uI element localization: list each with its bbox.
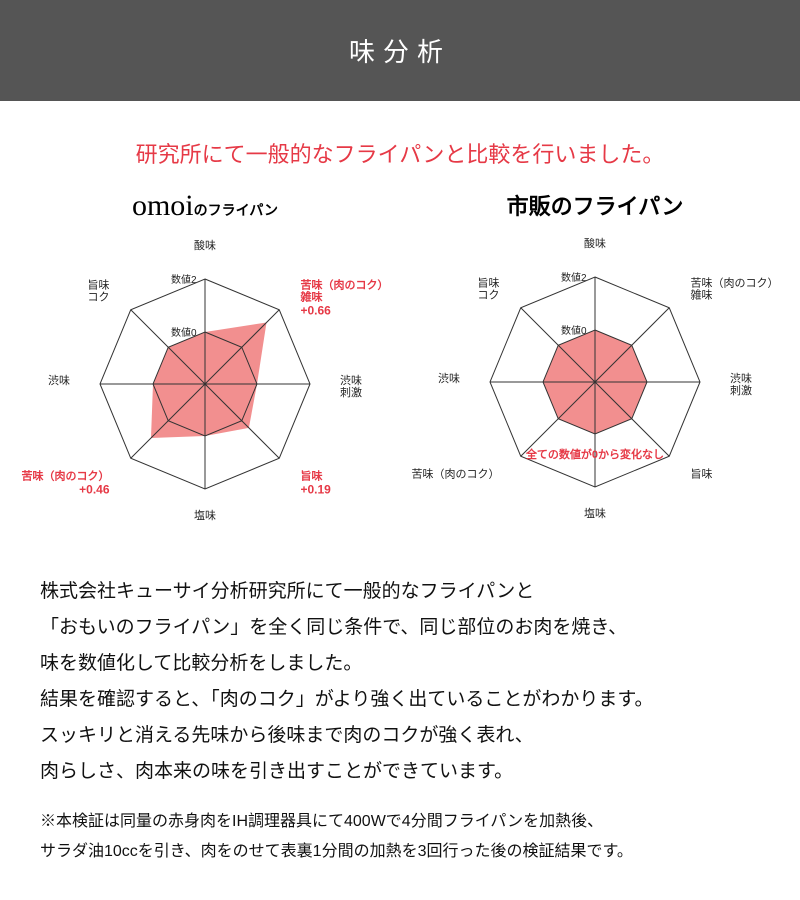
footnote-text: ※本検証は同量の赤身肉をIH調理器具にて400Wで4分間フライパンを加熱後、サラ…: [0, 801, 800, 898]
svg-text:+0.46: +0.46: [79, 483, 110, 497]
svg-text:渋味刺激: 渋味刺激: [730, 372, 752, 397]
svg-text:酸味: 酸味: [584, 236, 606, 250]
svg-text:塩味: 塩味: [584, 506, 606, 520]
svg-text:+0.66: +0.66: [300, 304, 331, 318]
body-text: 株式会社キューサイ分析研究所にて一般的なフライパンと「おもいのフライパン」を全く…: [0, 554, 800, 801]
svg-text:苦味（肉のコク）: 苦味（肉のコク）: [22, 468, 110, 482]
svg-text:渋味: 渋味: [438, 372, 460, 385]
svg-text:数値2: 数値2: [561, 271, 587, 284]
svg-text:渋味刺激: 渋味刺激: [340, 374, 362, 399]
svg-text:数値2: 数値2: [171, 273, 197, 286]
radar-right: 数値2 数値0 酸味苦味（肉のコク）雑味渋味刺激旨味塩味 苦味（肉のコク） 渋味 旨味コク…: [405, 227, 785, 547]
svg-text:数値0: 数値0: [561, 324, 587, 337]
brand-sub: のフライパン: [194, 202, 278, 218]
chart-left-title: omoiのフライパン: [15, 189, 395, 223]
radar-left: 数値2 数値0 酸味苦味（肉のコク）雑味+0.66 渋味刺激旨味+0.19 塩味 苦味（肉…: [15, 229, 395, 549]
svg-text:旨味: 旨味: [300, 468, 322, 482]
svg-text:苦味（肉のコク）雑味: 苦味（肉のコク）雑味: [690, 277, 778, 302]
header-bar: 味分析: [0, 0, 800, 101]
chart-right: 市販のフライパン 数値2 数値0 酸味苦味（肉のコク）雑味渋味刺激旨味塩味 苦味（肉の…: [405, 189, 785, 554]
svg-text:苦味（肉のコク）雑味: 苦味（肉のコク）雑味: [299, 278, 388, 304]
svg-text:旨味コク: 旨味コク: [478, 277, 500, 302]
svg-text:数値0: 数値0: [171, 326, 197, 339]
svg-text:塩味: 塩味: [194, 508, 216, 522]
svg-text:酸味: 酸味: [194, 238, 216, 252]
svg-text:全ての数値が0から変化なし: 全ての数値が0から変化なし: [525, 447, 664, 461]
svg-text:渋味: 渋味: [48, 374, 70, 387]
svg-text:+0.19: +0.19: [300, 483, 331, 497]
chart-left: omoiのフライパン 数値2数値0酸味苦味（肉のコク）雑味+0.66渋味刺激旨味…: [15, 189, 395, 554]
svg-text:旨味コク: 旨味コク: [88, 279, 110, 304]
chart-right-title: 市販のフライパン: [405, 189, 785, 221]
header-title: 味分析: [349, 37, 451, 67]
charts-row: omoiのフライパン 数値2数値0酸味苦味（肉のコク）雑味+0.66渋味刺激旨味…: [0, 189, 800, 554]
svg-text:旨味: 旨味: [690, 467, 712, 480]
svg-text:苦味（肉のコク）: 苦味（肉のコク）: [412, 467, 500, 480]
brand-name: omoi: [132, 189, 194, 222]
subtitle: 研究所にて一般的なフライパンと比較を行いました。: [0, 101, 800, 189]
